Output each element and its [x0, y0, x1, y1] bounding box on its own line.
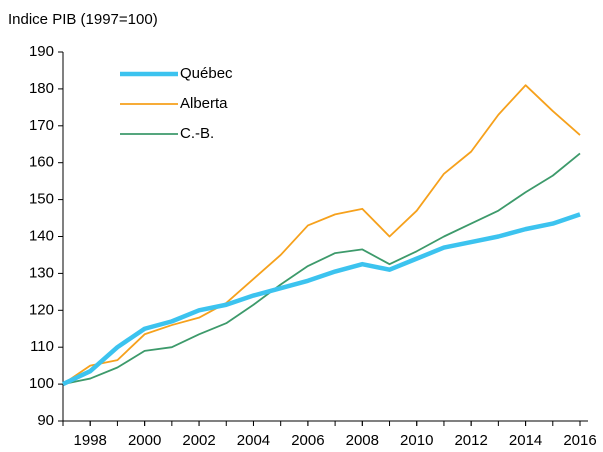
y-axis-label: Indice PIB (1997=100)	[8, 11, 158, 28]
x-tick-label: 2006	[291, 432, 324, 449]
x-tick-label: 2016	[563, 432, 596, 449]
x-tick-label: 1998	[74, 432, 107, 449]
y-tick-label: 130	[29, 264, 54, 281]
y-tick-label: 190	[29, 43, 54, 60]
x-tick-label: 2000	[128, 432, 161, 449]
line-series	[62, 212, 581, 387]
y-tick-label: 140	[29, 227, 54, 244]
line-series	[62, 84, 581, 385]
x-tick-label: 2014	[509, 432, 542, 449]
legend-label: Alberta	[180, 95, 228, 112]
x-tick-label: 2010	[400, 432, 433, 449]
y-tick-label: 150	[29, 191, 54, 208]
y-tick-label: 180	[29, 80, 54, 97]
x-tick-label: 2004	[237, 432, 270, 449]
x-tick-label: 2012	[454, 432, 487, 449]
y-tick-label: 110	[30, 338, 54, 355]
y-tick-label: 120	[29, 301, 54, 318]
line-series	[62, 152, 581, 385]
x-tick-label: 2002	[182, 432, 215, 449]
y-tick-label: 170	[29, 117, 54, 134]
x-tick-label: 2008	[346, 432, 379, 449]
y-tick-label: 160	[29, 154, 54, 171]
y-tick-label: 90	[37, 412, 54, 429]
legend-label: C.-B.	[180, 125, 214, 142]
legend-label: Québec	[180, 65, 233, 82]
y-tick-label: 100	[29, 375, 54, 392]
